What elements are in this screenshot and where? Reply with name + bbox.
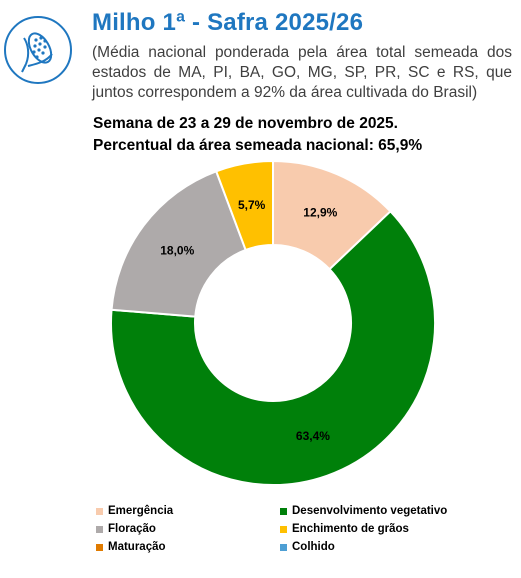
planted-area-label: Percentual da área semeada nacional: 65,… <box>93 137 423 154</box>
data-label-enchimento-de-graos: 5,7% <box>238 198 266 212</box>
subtitle: (Média nacional ponderada pela área tota… <box>92 44 512 101</box>
data-label-desenvolvimento-vegetativo: 63,4% <box>296 429 330 443</box>
data-label-floracao: 18,0% <box>160 244 194 258</box>
slice-enchimento-de-graos <box>214 159 274 252</box>
corn-icon <box>2 14 74 86</box>
week-label: Semana de 23 a 29 de novembro de 2025. <box>93 115 398 132</box>
slice-floracao <box>110 169 247 318</box>
slice-desenvolvimento-vegetativo <box>110 209 436 486</box>
page-title: Milho 1ª - Safra 2025/26 <box>92 9 364 36</box>
data-label-emergencia: 12,9% <box>303 206 337 220</box>
